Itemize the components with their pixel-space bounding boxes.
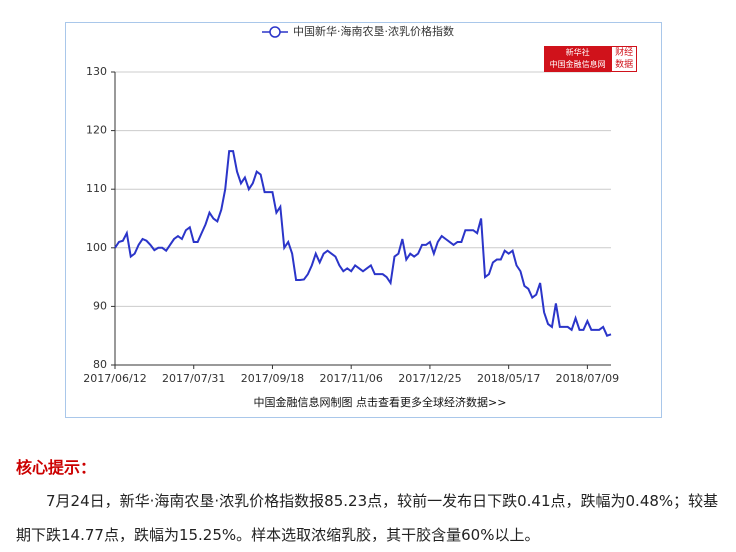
logo-left: 新华社中国金融信息网 — [544, 46, 612, 72]
logo-right: 财经 数据 — [611, 46, 637, 72]
x-tick-label: 2017/11/06 — [319, 372, 382, 385]
y-tick-label: 130 — [86, 65, 107, 78]
heading: 核心提示： — [16, 458, 97, 477]
logo: 新华社中国金融信息网 财经数据 — [544, 46, 637, 72]
x-tick-label: 2017/07/31 — [162, 372, 225, 385]
legend-label: 中国新华·海南农垦·浓乳价格指数 — [293, 24, 454, 38]
logo-tag: 财经 — [615, 48, 634, 58]
x-tick-label: 2018/05/17 — [477, 372, 540, 385]
logo-tag: 数据 — [615, 60, 634, 70]
legend-marker — [269, 26, 281, 38]
chart: 80 90 100 110 120 130 2017/06/12 2017/07/31 2017… — [83, 24, 619, 409]
y-tick-label: 90 — [93, 299, 107, 312]
logo-site: 中国金融信息网 — [549, 60, 606, 69]
chart-footer: 中国金融信息网制图 点击查看更多全球经济数据>> — [254, 395, 507, 409]
x-tick-label: 2017/12/25 — [398, 372, 461, 385]
y-tick-label: 80 — [93, 358, 107, 371]
y-tick-label: 120 — [86, 124, 107, 137]
y-tick-label: 100 — [86, 241, 107, 254]
series-line — [114, 150, 612, 337]
chart-frame — [65, 22, 662, 418]
paragraph: 7月24日，新华·海南农垦·浓乳价格指数报85.23点，较前一发布日下跌0.41… — [16, 492, 719, 544]
x-tick-label: 2018/07/09 — [556, 372, 619, 385]
y-tick-label: 110 — [86, 182, 107, 195]
x-tick-label: 2017/06/12 — [83, 372, 146, 385]
logo-brand: 新华社 — [565, 48, 590, 57]
x-tick-label: 2017/09/18 — [241, 372, 304, 385]
